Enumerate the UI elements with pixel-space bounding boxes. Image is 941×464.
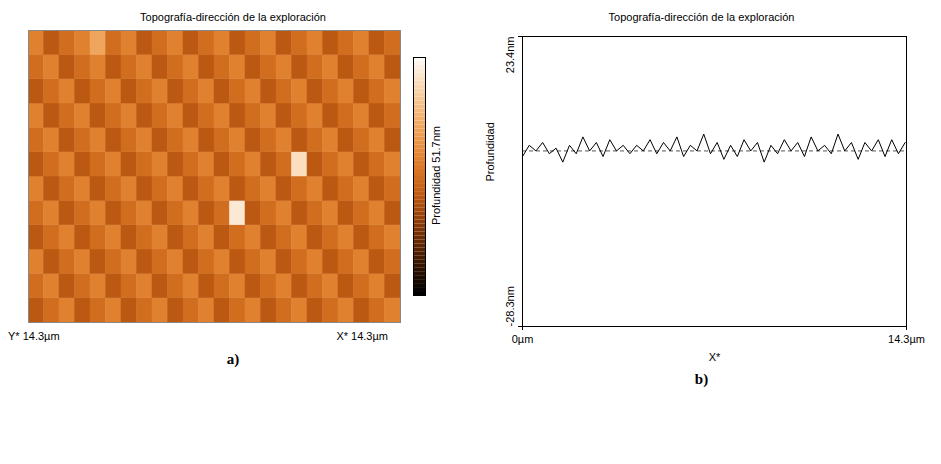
html-text:Topografía-dirección de la exp: Topografía-dirección de la exploración [140,11,326,23]
svg-text:X*: X* [708,351,720,363]
svg-text:0µm: 0µm [511,333,533,345]
html-text:Topografía-dirección de la exp: Topografía-dirección de la exploración [608,11,795,23]
svg-text:23.4nm: 23.4nm [503,37,515,74]
svg-text:Profundidad: Profundidad [484,122,496,181]
svg-text:-28.3nm: -28.3nm [503,286,515,326]
html-text:a): a) [226,351,240,367]
svg-text:14.3µm: 14.3µm [888,333,925,345]
html-text:b): b) [694,371,709,387]
html-text:Profundidad 51.7nm: Profundidad 51.7nm [430,126,442,226]
html-text:X* 14.3µm: X* 14.3µm [336,330,388,342]
html-text:Y* 14.3µm: Y* 14.3µm [8,330,60,342]
